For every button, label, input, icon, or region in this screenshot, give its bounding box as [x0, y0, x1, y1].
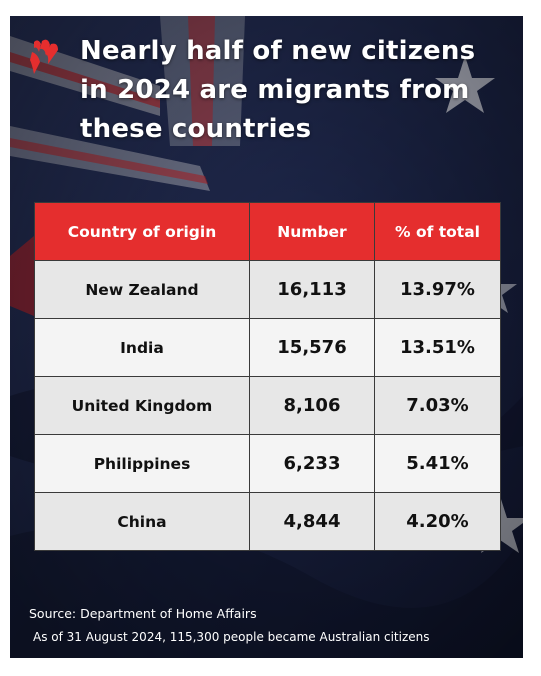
number-cell: 6,233 [249, 434, 375, 493]
country-cell: India [34, 318, 250, 377]
number-cell: 16,113 [249, 260, 375, 319]
table-row: United Kingdom 8,106 7.03% [34, 376, 501, 435]
table-header-row: Country of origin Number % of total [34, 202, 501, 261]
page-title: Nearly half of new citizens in 2024 are … [80, 36, 476, 144]
percent-cell: 13.51% [374, 318, 501, 377]
number-cell: 8,106 [249, 376, 375, 435]
percent-cell: 5.41% [374, 434, 501, 493]
citizenship-table: Country of origin Number % of total New … [34, 202, 501, 551]
number-cell: 4,844 [249, 492, 375, 551]
column-header-percent: % of total [374, 202, 501, 261]
percent-cell: 4.20% [374, 492, 501, 551]
source-text: Source: Department of Home Affairs [29, 606, 257, 621]
infographic-card: Nearly half of new citizens in 2024 are … [10, 16, 523, 658]
sbs-logo-icon [30, 39, 58, 74]
table-row: India 15,576 13.51% [34, 318, 501, 377]
country-cell: Philippines [34, 434, 250, 493]
percent-cell: 13.97% [374, 260, 501, 319]
table-row: Philippines 6,233 5.41% [34, 434, 501, 493]
table-row: New Zealand 16,113 13.97% [34, 260, 501, 319]
footnote-text: As of 31 August 2024, 115,300 people bec… [33, 630, 430, 644]
country-cell: United Kingdom [34, 376, 250, 435]
percent-cell: 7.03% [374, 376, 501, 435]
country-cell: China [34, 492, 250, 551]
country-cell: New Zealand [34, 260, 250, 319]
table-row: China 4,844 4.20% [34, 492, 501, 551]
column-header-number: Number [249, 202, 375, 261]
number-cell: 15,576 [249, 318, 375, 377]
column-header-country: Country of origin [34, 202, 250, 261]
